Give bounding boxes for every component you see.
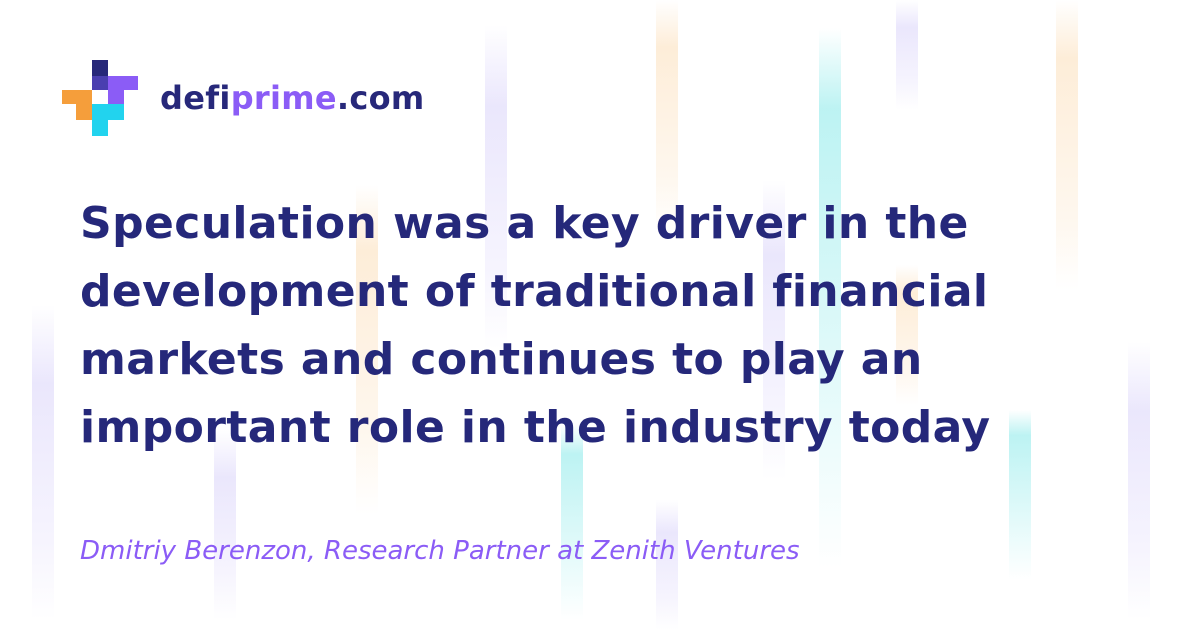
site-name: defiprime.com [160,79,425,117]
quote-line: development of traditional financial [80,266,989,317]
background-bar [214,430,236,620]
background-bar [763,180,785,480]
site-name-prefix: defi [160,79,231,117]
site-logo[interactable]: defiprime.com [62,60,425,136]
background-bar [656,500,678,630]
background-bar [819,28,841,568]
site-name-accent: prime [230,79,337,117]
background-bar [561,425,583,620]
background-bar [1128,342,1150,620]
background-bar [485,25,507,350]
background-bar [896,0,918,110]
quote-line: Speculation was a key driver in the [80,198,969,249]
background-bar [1056,0,1078,290]
background-bar [656,0,678,235]
plus-cross-logo-icon [62,60,138,136]
background-bar [356,185,378,515]
quote-attribution: Dmitriy Berenzon, Research Partner at Ze… [80,536,800,566]
background-bar [32,305,54,620]
background-bar [1009,410,1031,580]
site-name-suffix: .com [336,79,425,117]
quote-text: Speculation was a key driver in the deve… [80,190,1110,462]
quote-line: important role in the industry today [80,402,991,453]
quote-line: markets and continues to play an [80,334,923,385]
background-bar [896,265,918,405]
